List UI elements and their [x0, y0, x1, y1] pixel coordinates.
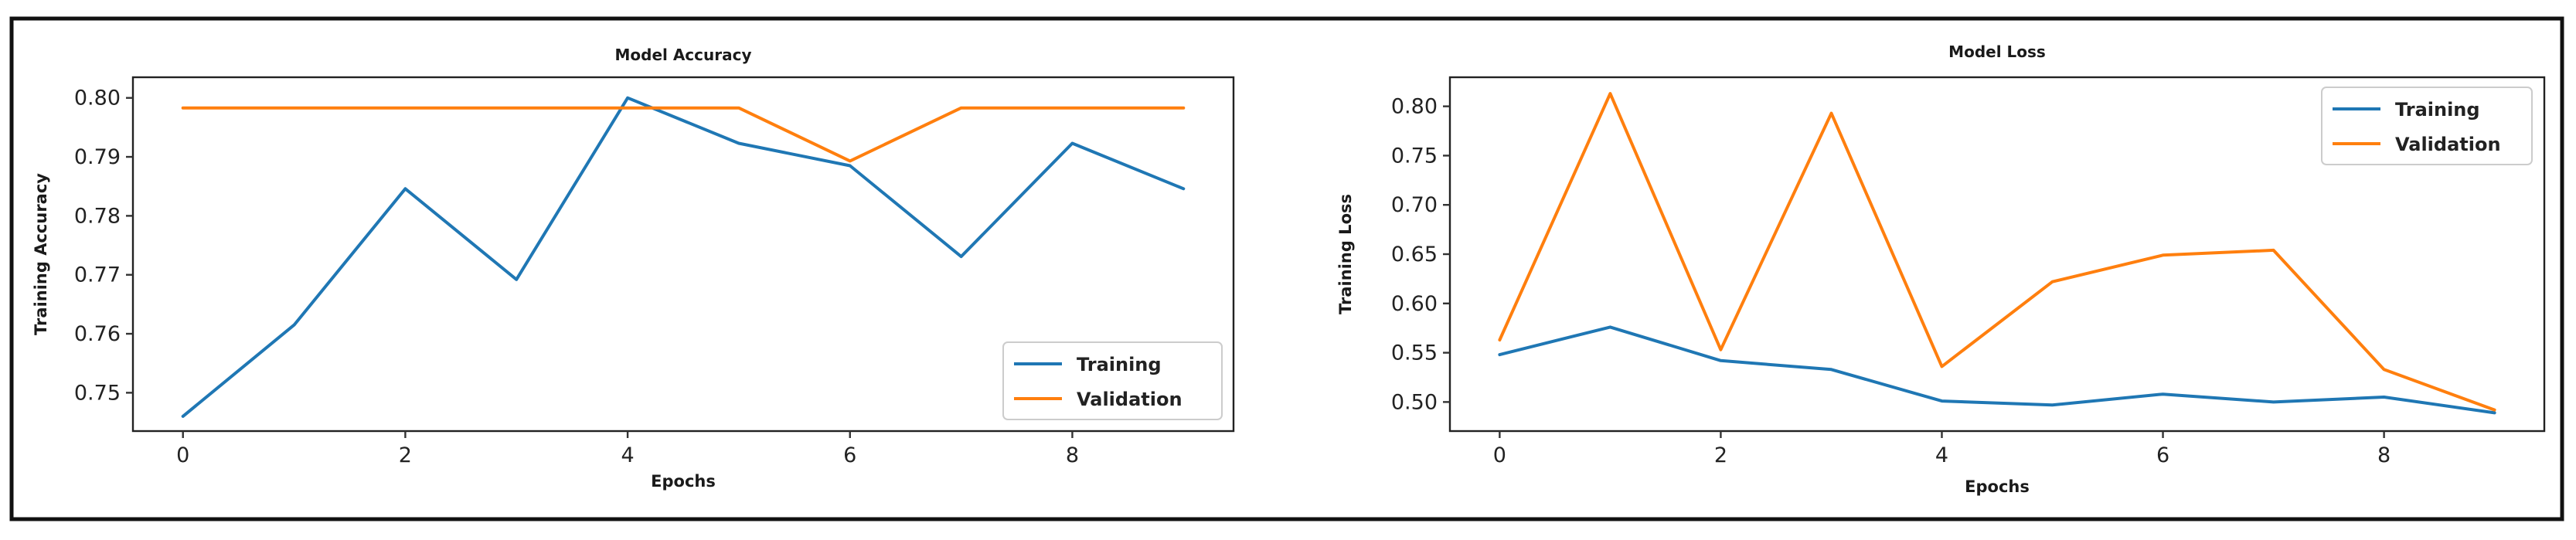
accuracy-validation-line	[181, 106, 1186, 163]
accuracy-y-tick-label: 0.76	[74, 322, 121, 346]
accuracy-training-line	[181, 96, 1186, 418]
accuracy-x-tick-label: 0	[176, 443, 189, 467]
accuracy-legend-label-validation: Validation	[1077, 389, 1183, 410]
accuracy-legend-label-training: Training	[1077, 354, 1162, 375]
loss-x-tick-label: 2	[1714, 443, 1727, 467]
accuracy-x-tick-label: 2	[399, 443, 412, 467]
loss-x-axis-label: Epochs	[1965, 477, 2030, 496]
loss-y-tick-label: 0.65	[1391, 243, 1438, 267]
accuracy-x-tick-label: 6	[843, 443, 856, 467]
loss-y-tick-label: 0.80	[1391, 95, 1438, 119]
loss-chart-title: Model Loss	[1948, 42, 2046, 61]
loss-legend-label-validation: Validation	[2395, 134, 2501, 155]
accuracy-y-tick-label: 0.80	[74, 87, 121, 110]
accuracy-y-tick-label: 0.77	[74, 263, 121, 287]
loss-chart: Model Loss 0 2 4 6 8 0.50 0.55 0.60 0.65 0.70 0.75 0…	[1336, 42, 2546, 496]
loss-x-tick-label: 0	[1493, 443, 1506, 467]
loss-x-tick-label: 6	[2156, 443, 2169, 467]
loss-y-tick-label: 0.55	[1391, 341, 1438, 365]
accuracy-x-tick-label: 4	[621, 443, 634, 467]
accuracy-chart-title: Model Accuracy	[614, 46, 751, 64]
loss-validation-line	[1498, 92, 2496, 412]
loss-legend-label-training: Training	[2395, 99, 2480, 121]
accuracy-x-tick-label: 8	[1066, 443, 1079, 467]
loss-y-tick-label: 0.70	[1391, 193, 1438, 217]
loss-y-tick-label: 0.75	[1391, 144, 1438, 168]
accuracy-chart: Model Accuracy 0 2 4 6 8 0.75 0.76 0.77 0.78 0.79 0…	[32, 46, 1235, 491]
loss-x-tick-label: 8	[2377, 443, 2391, 467]
accuracy-y-tick-label: 0.75	[74, 381, 121, 405]
loss-training-line	[1498, 325, 2496, 415]
loss-y-axis-label: Training Loss	[1336, 194, 1355, 314]
accuracy-y-tick-label: 0.78	[74, 204, 121, 228]
loss-x-tick-label: 4	[1935, 443, 1948, 467]
loss-y-tick-label: 0.60	[1391, 292, 1438, 316]
loss-y-tick-label: 0.50	[1391, 390, 1438, 414]
accuracy-y-tick-label: 0.79	[74, 145, 121, 169]
accuracy-x-axis-label: Epochs	[651, 472, 716, 491]
accuracy-y-axis-label: Training Accuracy	[32, 173, 50, 335]
